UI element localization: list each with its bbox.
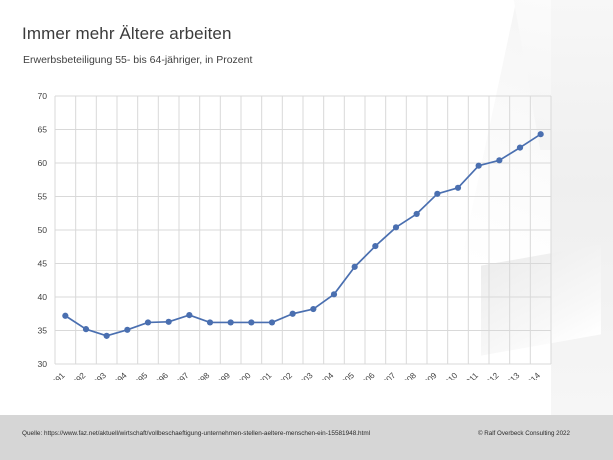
y-axis-tick-label: 65 (37, 125, 47, 135)
x-axis-tick-label: 2011 (460, 370, 480, 380)
x-axis-tick-label: 1999 (212, 370, 232, 380)
data-point-marker (124, 326, 131, 333)
data-point-marker (434, 190, 441, 197)
data-point-marker (516, 144, 524, 151)
x-axis-tick-label: 2001 (253, 370, 273, 380)
data-point-marker (268, 319, 276, 326)
data-point-marker (537, 131, 544, 138)
x-axis-tick-label: 1996 (150, 370, 170, 380)
data-point-marker (165, 318, 172, 325)
decorative-side-panel (551, 0, 613, 415)
x-axis-tick-label: 2000 (233, 370, 253, 380)
source-note: Quelle: https://www.faz.net/aktuell/wirt… (22, 430, 371, 437)
data-point-marker (62, 312, 69, 319)
x-axis-tick-label: 1995 (129, 370, 149, 380)
data-point-marker (248, 319, 255, 326)
x-axis-tick-label: 2010 (439, 370, 459, 380)
data-point-marker (186, 311, 193, 319)
data-point-marker (330, 291, 338, 298)
x-axis-tick-label: 1998 (191, 370, 211, 380)
series-line (64, 133, 542, 337)
x-axis-tick-label: 1991 (47, 370, 67, 380)
copyright-note: © Ralf Overbeck Consulting 2022 (478, 430, 570, 437)
data-point-marker (82, 326, 90, 333)
y-axis-tick-label: 30 (37, 359, 47, 369)
data-point-marker (454, 184, 462, 191)
data-point-marker (144, 319, 152, 326)
page-subtitle: Erwerbsbeteiligung 55- bis 64-jähriger, … (23, 54, 253, 66)
x-axis-tick-label: 2012 (481, 370, 501, 380)
x-axis-tick-label: 2014 (522, 370, 542, 380)
x-axis-tick-label: 1997 (171, 370, 191, 380)
x-axis-tick-label: 2009 (419, 370, 439, 380)
line-chart: 3035404550556065701991199219931994199519… (0, 80, 560, 380)
data-point-marker (392, 224, 400, 231)
x-axis-tick-label: 2005 (336, 370, 356, 380)
data-point-marker (413, 210, 420, 218)
x-axis-tick-label: 1994 (109, 370, 129, 380)
data-point-marker (475, 162, 482, 169)
chart-svg: 3035404550556065701991199219931994199519… (37, 91, 552, 380)
y-axis-tick-label: 50 (37, 225, 47, 235)
x-axis-tick-label: 2003 (295, 370, 315, 380)
y-axis-tick-label: 55 (37, 192, 47, 202)
data-point-marker (372, 242, 379, 250)
data-point-marker (206, 319, 214, 326)
data-point-marker (227, 319, 234, 326)
y-axis-tick-label: 60 (37, 158, 47, 168)
x-axis-tick-label: 2013 (501, 370, 521, 380)
data-point-marker (496, 157, 503, 164)
data-point-marker (310, 305, 317, 313)
data-point-marker (351, 263, 358, 270)
x-axis-tick-label: 2008 (398, 370, 418, 380)
x-axis-tick-label: 2006 (357, 370, 377, 380)
y-axis-tick-label: 35 (37, 326, 47, 336)
x-axis-tick-label: 2007 (377, 370, 397, 380)
y-axis-tick-label: 70 (37, 91, 47, 101)
x-axis-tick-label: 2004 (315, 370, 335, 380)
y-axis-tick-label: 45 (37, 259, 47, 269)
y-axis-tick-label: 40 (37, 292, 47, 302)
page-title: Immer mehr Ältere arbeiten (22, 24, 232, 43)
footer-band (0, 415, 613, 460)
x-axis-tick-label: 1992 (67, 370, 87, 380)
x-axis-tick-label: 1993 (88, 370, 108, 380)
data-point-marker (289, 310, 296, 317)
x-axis-tick-label: 2002 (274, 370, 294, 380)
data-point-marker (103, 332, 110, 339)
